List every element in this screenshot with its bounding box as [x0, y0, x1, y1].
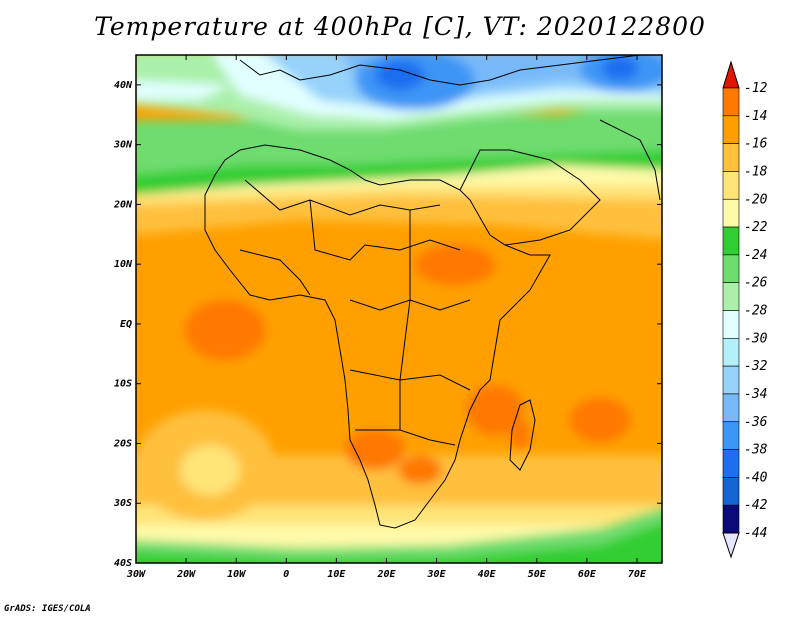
colorbar-swatch: [722, 143, 740, 172]
india-coast: [599, 119, 661, 201]
colorbar-swatch: [722, 365, 740, 395]
longitude-axis: 30W 20W 10W 0 10E 20E 30E 40E 50E 60E 70E: [126, 55, 647, 580]
colorbar-swatch: [722, 87, 740, 117]
colorbar-swatch: [722, 115, 740, 144]
colorbar-swatch: [722, 254, 740, 283]
colorbar-label: -16: [744, 137, 768, 152]
lon-tick-label: 30W: [126, 569, 146, 580]
colorbar-label: -12: [744, 81, 768, 96]
lat-tick-label: 10N: [114, 259, 133, 270]
colorbar-swatch: [722, 477, 740, 506]
lat-tick-label: EQ: [120, 319, 132, 330]
map-title: Temperature at 400hPa [C], VT: 202012280…: [94, 12, 706, 41]
border-4: [349, 369, 471, 391]
lon-tick-label: 20E: [376, 569, 396, 580]
colorbar-label: -42: [744, 498, 768, 513]
colorbar-swatch: [722, 421, 740, 450]
plot-frame: [135, 54, 663, 564]
colorbar-label: -30: [744, 331, 768, 346]
lon-tick-label: 0: [283, 569, 289, 580]
colorbar-label: -22: [744, 220, 768, 235]
colorbar-bottom-arrow: [722, 532, 740, 559]
lat-tick-label: 30N: [113, 140, 133, 151]
lat-tick-label: 20N: [113, 199, 133, 210]
africa-coastline: [204, 144, 551, 529]
lon-tick-label: 10E: [327, 569, 346, 580]
colorbar-label: -40: [744, 470, 768, 485]
lat-tick-label: 30S: [113, 498, 132, 509]
lon-tick-label: 10W: [227, 569, 246, 580]
border-6: [399, 210, 411, 430]
colorbar-label: -34: [744, 387, 767, 402]
lat-tick-label: 40S: [114, 558, 132, 569]
europe-coast: [239, 55, 641, 86]
grads-credit: GrADS: IGES/COLA: [4, 604, 91, 614]
colorbar: -12 -14 -16 -18 -20 -22 -24 -26 -28 -30 -32 -34 -36 -…: [722, 60, 768, 559]
lon-tick-label: 40E: [478, 569, 497, 580]
colorbar-swatch: [722, 449, 740, 478]
colorbar-swatch: [722, 504, 740, 534]
colorbar-swatch: [722, 171, 740, 200]
lon-tick-label: 20W: [176, 569, 196, 580]
lat-tick-label: 40N: [114, 80, 133, 91]
colorbar-swatch: [722, 338, 740, 367]
colorbar-swatch: [722, 226, 740, 256]
colorbar-swatch: [722, 282, 740, 311]
colorbar-label: -38: [744, 443, 768, 458]
colorbar-swatch: [722, 198, 740, 228]
border-5: [355, 429, 456, 446]
colorbar-label: -36: [744, 415, 768, 430]
arabia-coast: [459, 149, 601, 246]
coastlines-and-borders: [204, 55, 661, 529]
lon-tick-label: 30E: [427, 569, 447, 580]
colorbar-swatch: [722, 310, 740, 339]
lon-tick-label: 70E: [628, 569, 647, 580]
colorbar-label: -32: [744, 359, 768, 374]
colorbar-label: -18: [744, 164, 768, 179]
border-2: [309, 199, 461, 261]
colorbar-swatch: [722, 393, 740, 423]
lat-tick-label: 10S: [114, 379, 132, 390]
colorbar-label: -24: [744, 248, 767, 263]
temperature-field: [136, 55, 662, 563]
colorbar-label: -20: [744, 192, 768, 207]
border-7: [239, 249, 311, 296]
colorbar-label: -28: [744, 304, 768, 319]
madagascar: [509, 399, 536, 471]
lat-tick-label: 20S: [113, 438, 132, 449]
latitude-axis: 40N 30N 20N 10N EQ 10S 20S 30S 40S: [113, 80, 662, 569]
lon-tick-label: 60E: [578, 569, 597, 580]
colorbar-label: -44: [744, 526, 767, 541]
lon-tick-label: 50E: [528, 569, 547, 580]
colorbar-label: -14: [744, 109, 767, 124]
colorbar-label: -26: [744, 276, 768, 291]
colorbar-top-arrow: [722, 60, 740, 89]
